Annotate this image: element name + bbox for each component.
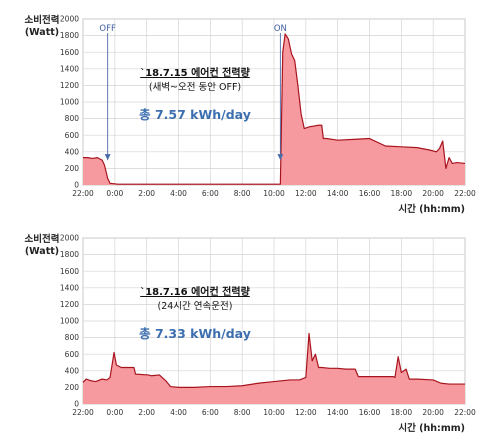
x-tick-label: 16:00 [359,408,381,417]
x-tick-label: 10:00 [263,189,285,198]
annotation-subtitle: (24시간 연속운전) [158,301,233,312]
annotation-total: 총 7.33 kWh/day [139,326,251,341]
x-tick-label: 4:00 [170,189,187,198]
annotation-total: 총 7.57 kWh/day [139,107,251,122]
y-tick-label: 2000 [60,234,79,243]
series-line [82,332,465,388]
y-tick-label: 1600 [60,267,79,276]
y-tick-label: 1600 [60,48,79,57]
chart-panel-2: 0 200 400 600 800 1000 1200 1400 1600 1800 2000 22:… [25,233,477,434]
x-tick-label: 18:00 [391,408,413,417]
y-tick-label: 1200 [60,300,79,309]
x-tick-label: 16:00 [359,189,381,198]
x-tick-label: 6:00 [202,189,219,198]
y-tick-label: 1800 [60,250,79,259]
x-axis-label: 시간 (hh:mm) [398,422,465,434]
y-axis-label: 소비전력 [25,233,60,245]
y-axis-label: (Watt) [25,27,59,38]
x-tick-label: 4:00 [170,408,187,417]
marker-arrow-icon [104,154,111,161]
x-axis-label: 시간 (hh:mm) [398,203,465,215]
x-tick-label: 10:00 [263,408,285,417]
y-tick-label: 200 [65,383,80,392]
y-tick-label: 0 [74,400,79,409]
x-tick-label: 6:00 [202,408,219,417]
x-tick-label: 0:00 [106,189,123,198]
annotation-subtitle: (새벽~오전 동안 OFF) [149,82,241,93]
x-tick-label: 22:00 [72,189,94,198]
x-tick-label: 2:00 [138,408,155,417]
y-tick-label: 1400 [60,64,79,73]
annotation-title: `18.7.16 에어컨 전력량 [140,285,250,298]
y-tick-label: 600 [65,350,80,359]
annotation-title: `18.7.15 에어컨 전력량 [140,66,250,79]
x-tick-label: 12:00 [295,189,317,198]
chart-panel-1: 0 200 400 600 800 1000 1200 1400 1600 1800 2000 22:… [25,14,477,215]
x-tick-label: 14:00 [327,189,349,198]
y-tick-label: 2000 [60,15,79,24]
x-tick-label: 18:00 [391,189,413,198]
x-tick-label: 20:00 [422,408,444,417]
y-tick-label: 1400 [60,283,79,292]
y-tick-label: 200 [65,164,80,173]
x-tick-label: 22:00 [454,189,476,198]
y-tick-label: 1200 [60,81,79,90]
x-tick-label: 0:00 [106,408,123,417]
x-tick-label: 2:00 [138,189,155,198]
y-tick-label: 0 [74,181,79,190]
x-tick-label: 8:00 [234,408,251,417]
x-tick-label: 22:00 [454,408,476,417]
marker-label: ON [274,24,287,34]
y-tick-label: 800 [65,333,80,342]
series-area [83,333,465,404]
y-tick-label: 800 [65,114,80,123]
x-tick-label: 14:00 [327,408,349,417]
y-axis-label: (Watt) [25,246,59,257]
x-tick-label: 22:00 [72,408,94,417]
y-tick-label: 400 [65,366,80,375]
marker-label: OFF [99,24,116,34]
series-line [83,33,466,185]
x-tick-label: 8:00 [234,189,251,198]
series-area [83,33,465,185]
marker-arrow-icon [277,154,284,161]
y-axis-label: 소비전력 [25,14,60,26]
y-tick-label: 1800 [60,31,79,40]
y-tick-label: 600 [65,131,80,140]
y-tick-label: 1000 [60,98,79,107]
y-tick-label: 1000 [60,317,79,326]
y-tick-label: 400 [65,147,80,156]
x-tick-label: 12:00 [295,408,317,417]
x-tick-label: 20:00 [422,189,444,198]
